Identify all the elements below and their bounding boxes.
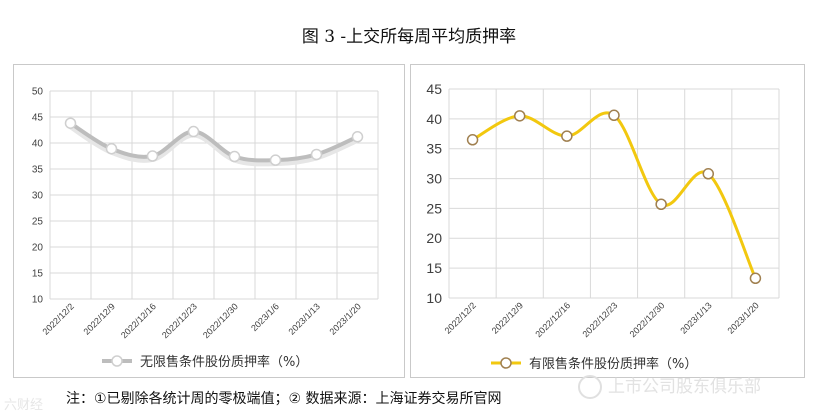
data-point <box>749 272 762 285</box>
y-tick-label: 25 <box>32 217 44 228</box>
y-tick-label: 45 <box>32 113 44 124</box>
watermark-left: 六财经 <box>4 398 44 413</box>
x-tick-label: 2022/12/9 <box>490 300 525 335</box>
data-point <box>655 198 667 210</box>
y-tick-label: 15 <box>32 269 44 280</box>
x-tick-label: 2022/12/16 <box>119 301 158 340</box>
footnote: 注：①已剔除各统计周的零极端值；② 数据来源：上海证券交易所官网 <box>66 391 502 407</box>
x-tick-label: 2023/1/13 <box>678 300 713 335</box>
x-tick-label: 2022/12/30 <box>628 300 667 339</box>
data-point <box>608 109 620 122</box>
wechat-icon <box>578 375 602 399</box>
series-line <box>471 111 757 280</box>
figure-title: 图 3 -上交所每周平均质押率 <box>301 27 517 47</box>
data-point <box>269 154 282 166</box>
data-point <box>351 131 364 143</box>
y-tick-label: 35 <box>32 165 44 176</box>
x-tick-label: 2022/12/2 <box>41 301 76 336</box>
x-tick-label: 2023/1/13 <box>287 301 322 336</box>
legend: 有限售条件股份质押率（%） <box>491 356 697 372</box>
data-point <box>513 110 526 122</box>
y-tick-label: 10 <box>426 290 442 306</box>
data-point <box>146 150 159 162</box>
x-tick-label: 2022/12/23 <box>160 301 199 340</box>
y-tick-label: 25 <box>426 200 442 216</box>
data-point <box>466 134 479 146</box>
legend-marker <box>500 357 512 369</box>
x-tick-label: 2023/1/20 <box>328 301 363 336</box>
y-tick-label: 15 <box>426 260 442 276</box>
watermark-right-text: 上市公司股东俱乐部 <box>608 377 761 397</box>
data-point <box>187 125 200 138</box>
legend-marker <box>111 355 123 367</box>
y-tick-label: 40 <box>426 111 442 127</box>
y-tick-label: 50 <box>32 87 44 98</box>
y-tick-label: 45 <box>426 81 442 97</box>
legend-label: 有限售条件股份质押率（%） <box>529 356 697 372</box>
data-point <box>310 148 323 161</box>
y-tick-label: 30 <box>32 191 44 202</box>
y-tick-label: 20 <box>426 230 442 246</box>
data-point <box>561 130 573 142</box>
data-point <box>228 150 241 163</box>
x-tick-label: 2023/1/20 <box>725 300 760 335</box>
watermark-right: 上市公司股东俱乐部 <box>578 372 761 399</box>
x-tick-label: 2023/1/6 <box>249 301 281 333</box>
chart-panel-restricted: 10 15 20 25 30 35 40 45 2022/12/2 2022/12/9 2022/1… <box>410 64 805 378</box>
y-tick-label: 40 <box>32 139 44 150</box>
y-tick-label: 30 <box>426 170 442 186</box>
legend-label: 无限售条件股份质押率（%） <box>140 354 308 370</box>
chart-panel-unrestricted: 10 15 20 25 30 35 40 45 50 2022/12/2 2022/12/9 2022… <box>13 64 405 378</box>
x-tick-label: 2022/12/2 <box>443 300 478 335</box>
y-tick-label: 20 <box>32 243 44 254</box>
y-tick-label: 10 <box>32 295 44 306</box>
x-tick-label: 2022/12/30 <box>201 301 240 340</box>
data-point <box>64 117 77 129</box>
gridlines <box>49 90 379 300</box>
y-tick-label: 35 <box>426 141 442 157</box>
x-tick-label: 2022/12/16 <box>533 300 572 339</box>
x-tick-label: 2022/12/9 <box>82 301 117 336</box>
x-tick-label: 2022/12/23 <box>580 300 619 339</box>
data-point <box>105 142 118 155</box>
data-point <box>702 168 715 180</box>
legend: 无限售条件股份质押率（%） <box>102 354 308 370</box>
